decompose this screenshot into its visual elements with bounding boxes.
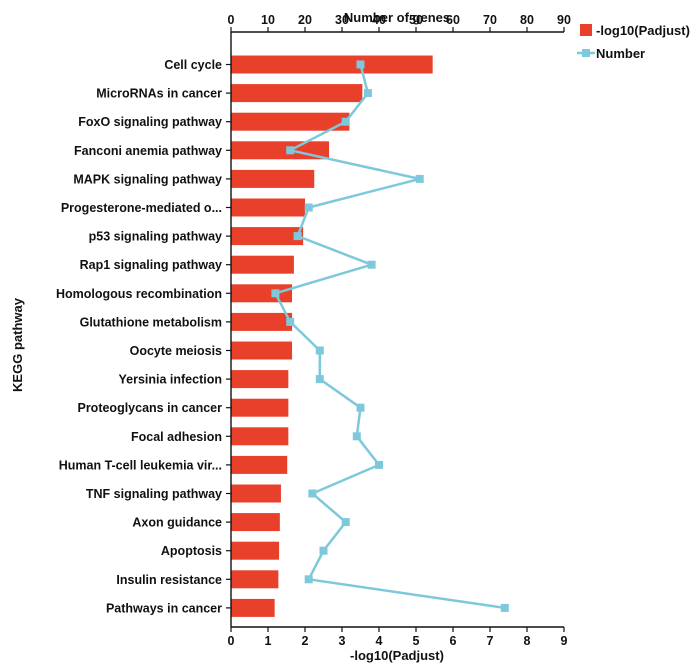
number-point-12 — [315, 375, 324, 384]
bar-12 — [231, 370, 289, 389]
number-point-17 — [341, 518, 350, 527]
number-point-14 — [352, 432, 361, 441]
x-top-tick-label: 30 — [335, 13, 349, 27]
bar-13 — [231, 398, 289, 417]
x-top-axis-title: Number of genes — [344, 10, 450, 25]
number-point-2 — [363, 89, 372, 98]
number-point-20 — [500, 603, 509, 612]
number-line — [274, 64, 505, 610]
legend-line-marker — [582, 49, 590, 57]
axes: 0 1 2 3 4 5 6 7 8 90 10 20 30 40 50 60 70 80 90 — [226, 13, 571, 648]
number-line-series — [271, 60, 509, 612]
number-point-3 — [341, 117, 350, 126]
bar-18 — [231, 541, 280, 560]
number-point-4 — [286, 146, 295, 155]
category-label: Human T-cell leukemia vir... — [59, 458, 222, 472]
category-label: Insulin resistance — [116, 573, 222, 587]
category-labels: Cell cycle MicroRNAs in cancer FoxO signal… — [56, 58, 222, 615]
legend-line-label: Number — [596, 46, 645, 61]
category-label: Glutathione metabolism — [80, 315, 222, 329]
legend-bar-label: -log10(Padjust) — [596, 23, 690, 38]
category-label: FoxO signaling pathway — [78, 115, 222, 129]
category-label: Apoptosis — [161, 544, 222, 558]
x-bottom-tick-label: 4 — [376, 634, 383, 648]
bar-17 — [231, 513, 280, 532]
bar-9 — [231, 284, 293, 303]
number-point-13 — [356, 403, 365, 412]
x-top-tick-label: 50 — [409, 13, 423, 27]
x-bottom-tick-label: 9 — [561, 634, 568, 648]
number-point-10 — [286, 317, 295, 326]
bar-20 — [231, 598, 275, 617]
number-point-16 — [308, 489, 317, 498]
category-label: Cell cycle — [164, 58, 222, 72]
y-axis-title: KEGG pathway — [10, 297, 25, 392]
number-point-15 — [375, 460, 383, 469]
category-label: MicroRNAs in cancer — [96, 87, 222, 101]
category-label: Rap1 signaling pathway — [80, 258, 222, 272]
x-top-tick-label: 70 — [483, 13, 497, 27]
bar-3 — [231, 112, 350, 131]
number-point-6 — [304, 203, 313, 212]
x-bottom-tick-label: 7 — [487, 634, 494, 648]
number-point-8 — [367, 260, 376, 269]
number-point-1 — [356, 60, 365, 69]
x-top-tick-label: 20 — [298, 13, 312, 27]
bar-11 — [231, 341, 293, 360]
bar-19 — [231, 570, 279, 589]
x-bottom-tick-label: 2 — [302, 634, 309, 648]
x-bottom-tick-label: 0 — [228, 634, 235, 648]
category-label: Oocyte meiosis — [130, 344, 222, 358]
x-bottom-tick-label: 6 — [450, 634, 457, 648]
category-label: MAPK signaling pathway — [73, 172, 222, 186]
legend-bar-swatch — [580, 24, 592, 36]
category-label: Progesterone-mediated o... — [61, 201, 222, 215]
legend: -log10(Padjust) Number — [577, 23, 690, 61]
x-bottom-tick-label: 5 — [413, 634, 420, 648]
category-label: Homologous recombination — [56, 287, 222, 301]
bar-7 — [231, 227, 304, 246]
bar-16 — [231, 484, 281, 503]
bar-14 — [231, 427, 289, 446]
category-label: Yersinia infection — [118, 373, 222, 387]
number-point-11 — [315, 346, 324, 355]
category-label: Axon guidance — [132, 516, 222, 530]
category-label: p53 signaling pathway — [89, 230, 222, 244]
x-top-tick-label: 80 — [520, 13, 534, 27]
category-label: Proteoglycans in cancer — [77, 401, 222, 415]
bar-series — [231, 55, 433, 617]
category-label: TNF signaling pathway — [86, 487, 222, 501]
x-bottom-tick-label: 1 — [265, 634, 272, 648]
bar-8 — [231, 255, 294, 274]
bar-15 — [231, 455, 288, 474]
x-top-tick-label: 60 — [446, 13, 460, 27]
bar-1 — [231, 55, 433, 74]
category-label: Focal adhesion — [131, 430, 222, 444]
number-point-19 — [304, 575, 313, 584]
number-point-7 — [293, 232, 302, 241]
bar-6 — [231, 198, 305, 217]
bar-10 — [231, 312, 293, 331]
x-bottom-tick-label: 8 — [524, 634, 531, 648]
x-top-tick-label: 90 — [557, 13, 571, 27]
x-top-tick-label: 10 — [261, 13, 275, 27]
x-top-tick-label: 0 — [228, 13, 235, 27]
category-label: Fanconi anemia pathway — [74, 144, 222, 158]
number-point-9 — [271, 289, 280, 298]
bar-5 — [231, 169, 315, 188]
category-label: Pathways in cancer — [106, 601, 222, 615]
x-bottom-axis-title: -log10(Padjust) — [350, 648, 444, 663]
x-top-tick-label: 40 — [372, 13, 386, 27]
number-point-5 — [415, 174, 424, 183]
x-bottom-tick-label: 3 — [339, 634, 346, 648]
bar-4 — [231, 141, 330, 160]
number-point-18 — [319, 546, 328, 555]
bar-2 — [231, 84, 363, 103]
